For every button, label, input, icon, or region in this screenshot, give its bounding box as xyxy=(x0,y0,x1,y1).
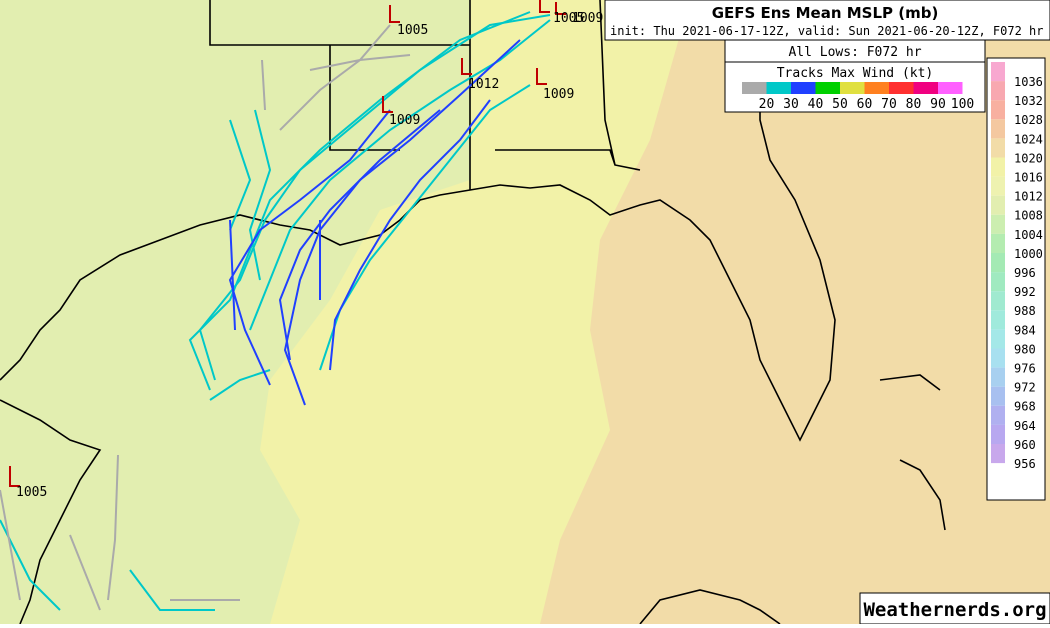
coast xyxy=(0,0,836,442)
pressure-swatch xyxy=(991,119,1005,139)
tracks xyxy=(0,11,551,611)
track xyxy=(198,14,551,381)
wind-swatch xyxy=(791,82,816,94)
track xyxy=(0,24,411,611)
pressure-label: 1004 xyxy=(1014,228,1043,242)
tracks-legend-subtitle: Tracks Max Wind (kt) xyxy=(777,66,934,81)
pressure-swatch xyxy=(991,291,1005,311)
wind-swatch xyxy=(742,82,767,94)
pressure-label: 1032 xyxy=(1014,94,1043,108)
wind-label: 80 xyxy=(906,97,922,112)
pressure-swatch xyxy=(991,176,1005,196)
pressure-label: 1008 xyxy=(1014,209,1043,223)
pressure-label: 1020 xyxy=(1014,151,1043,165)
pressure-swatch xyxy=(991,386,1005,406)
wind-swatch xyxy=(840,82,865,94)
wind-label: 30 xyxy=(783,97,799,112)
wind-label: 40 xyxy=(808,97,824,112)
wind-swatch xyxy=(864,82,889,94)
pressure-swatch xyxy=(991,157,1005,177)
pressure-swatch xyxy=(991,367,1005,387)
pressure-swatch xyxy=(991,272,1005,292)
pressure-label: 1012 xyxy=(1014,190,1043,204)
tracks-legend-title: All Lows: F072 hr xyxy=(788,45,921,60)
wind-label: 20 xyxy=(759,97,775,112)
pressure-label: 956 xyxy=(1014,457,1036,471)
pressure-area-high xyxy=(540,0,1050,624)
wind-label: 100 xyxy=(951,97,974,112)
pressure-swatch xyxy=(991,233,1005,253)
watermark: Weathernerds.org xyxy=(863,599,1046,621)
wind-swatch xyxy=(766,82,791,94)
pressure-swatch xyxy=(991,348,1005,368)
wind-label: 60 xyxy=(857,97,873,112)
pressure-swatch xyxy=(991,138,1005,158)
low-markers: 1005 1005 1009 1012 1009 1009 1005 xyxy=(9,0,603,500)
pressure-swatch xyxy=(991,444,1005,464)
wind-swatch xyxy=(938,82,963,94)
low-label: 1012 xyxy=(468,77,499,92)
coastlines xyxy=(0,0,946,625)
state-borders xyxy=(209,0,641,190)
watermark-box xyxy=(859,592,1050,625)
wind-swatch xyxy=(889,82,914,94)
pressure-label: 1000 xyxy=(1014,247,1043,261)
pressure-label: 1036 xyxy=(1014,75,1043,89)
subtitle: init: Thu 2021-06-17-12Z, valid: Sun 202… xyxy=(610,24,1043,38)
pressure-label: 984 xyxy=(1014,323,1036,337)
pressure-label: 988 xyxy=(1014,304,1036,318)
track xyxy=(228,109,391,386)
track xyxy=(329,99,491,371)
pressure-swatch xyxy=(991,329,1005,349)
pressure-swatch xyxy=(991,405,1005,425)
low-symbol xyxy=(9,0,566,487)
pressure-swatch xyxy=(991,195,1005,215)
pressure-swatch xyxy=(991,424,1005,444)
pressure-label: 972 xyxy=(1014,381,1036,395)
track xyxy=(229,109,441,361)
pressure-label: 964 xyxy=(1014,419,1036,433)
pressure-scale: 1036 1032 1028 1024 1020 1016 1012 1008 1004 1000… xyxy=(991,62,1043,471)
pressure-label: 1016 xyxy=(1014,171,1043,185)
wind-swatch xyxy=(815,82,840,94)
pressure-label: 968 xyxy=(1014,400,1036,414)
pressure-swatch xyxy=(991,253,1005,273)
pressure-label: 960 xyxy=(1014,438,1036,452)
wind-label: 70 xyxy=(881,97,897,112)
pressure-swatch xyxy=(991,81,1005,101)
low-label: 1005 xyxy=(16,485,47,500)
title: GEFS Ens Mean MSLP (mb) xyxy=(712,4,939,22)
coast xyxy=(0,399,102,625)
track xyxy=(229,109,272,281)
pressure-label: 980 xyxy=(1014,342,1036,356)
wind-scale: 20 30 40 50 60 70 80 90 100 xyxy=(742,82,974,112)
pressure-label: 1028 xyxy=(1014,113,1043,127)
track xyxy=(283,39,521,406)
low-label: 1005 xyxy=(553,11,584,26)
wind-label: 90 xyxy=(930,97,946,112)
low-label: 1009 xyxy=(389,113,420,128)
pressure-label: 1024 xyxy=(1014,132,1043,146)
pressure-swatch xyxy=(991,62,1005,82)
tracks-legend-box xyxy=(724,39,986,113)
pressure-label: 976 xyxy=(1014,362,1036,376)
low-label: 1005 xyxy=(397,23,428,38)
pressure-label: 992 xyxy=(1014,285,1036,299)
islands xyxy=(879,374,946,531)
pressure-label: 996 xyxy=(1014,266,1036,280)
low-label: 1009 xyxy=(543,87,574,102)
pressure-swatch xyxy=(991,100,1005,120)
low-label: 1009 xyxy=(572,11,603,26)
wind-label: 50 xyxy=(832,97,848,112)
coast xyxy=(639,589,781,625)
wind-swatch xyxy=(913,82,938,94)
pressure-swatch xyxy=(991,214,1005,234)
pressure-swatch xyxy=(991,310,1005,330)
